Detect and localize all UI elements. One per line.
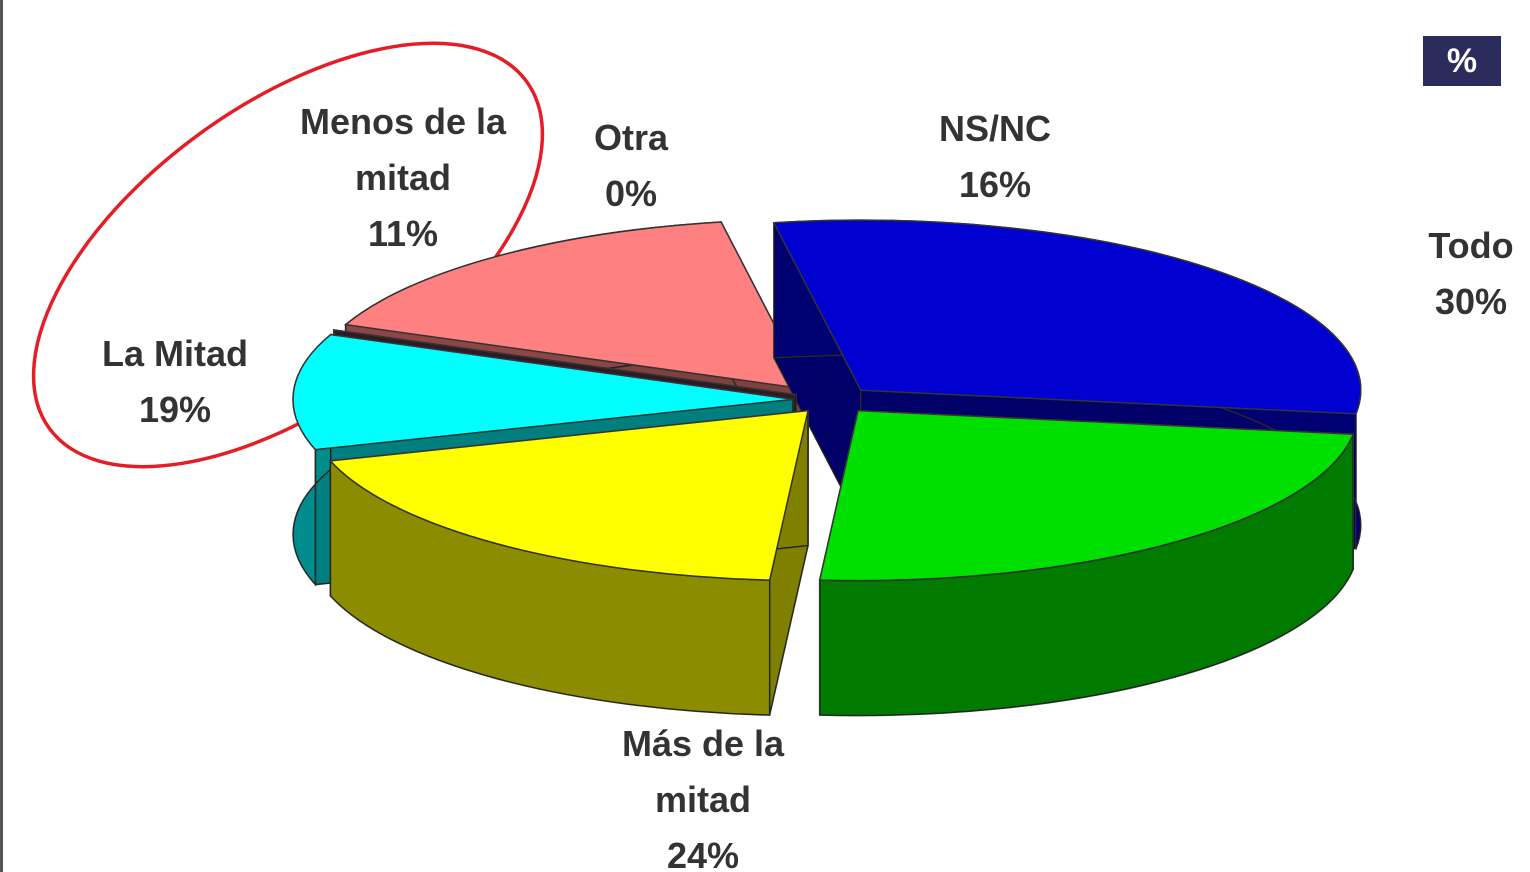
category-label: Más de la mitad xyxy=(621,723,785,820)
slice-top xyxy=(292,333,794,451)
category-label: Otra xyxy=(593,117,669,158)
category-label: Todo xyxy=(1428,225,1514,266)
value-label: 24% xyxy=(666,835,740,872)
slice-label: Todo 30% xyxy=(1371,218,1530,330)
value-label: 16% xyxy=(958,164,1032,205)
slice-label: NS/NC 16% xyxy=(895,101,1095,213)
category-label: Menos de la mitad xyxy=(299,101,507,198)
slice-top xyxy=(328,409,810,581)
slice-label: La Mitad 19% xyxy=(65,326,285,438)
unit-badge: % xyxy=(1423,36,1501,86)
slice-side-shade xyxy=(819,434,1354,716)
slice-side-shade xyxy=(330,460,770,716)
category-label: La Mitad xyxy=(101,333,248,374)
value-label: 30% xyxy=(1434,281,1508,322)
slice-label: Otra 0% xyxy=(551,110,711,222)
value-label: 19% xyxy=(138,389,212,430)
slice-label: Menos de la mitad 11% xyxy=(273,94,533,262)
slice-top xyxy=(772,219,1362,415)
value-label: 11% xyxy=(367,213,439,254)
slice-top xyxy=(818,409,1355,582)
slice-top xyxy=(343,221,810,391)
slice-label: Más de la mitad 24% xyxy=(593,716,813,872)
value-label: 0% xyxy=(604,173,658,214)
category-label: NS/NC xyxy=(938,108,1051,149)
pie-canvas xyxy=(31,41,1362,717)
